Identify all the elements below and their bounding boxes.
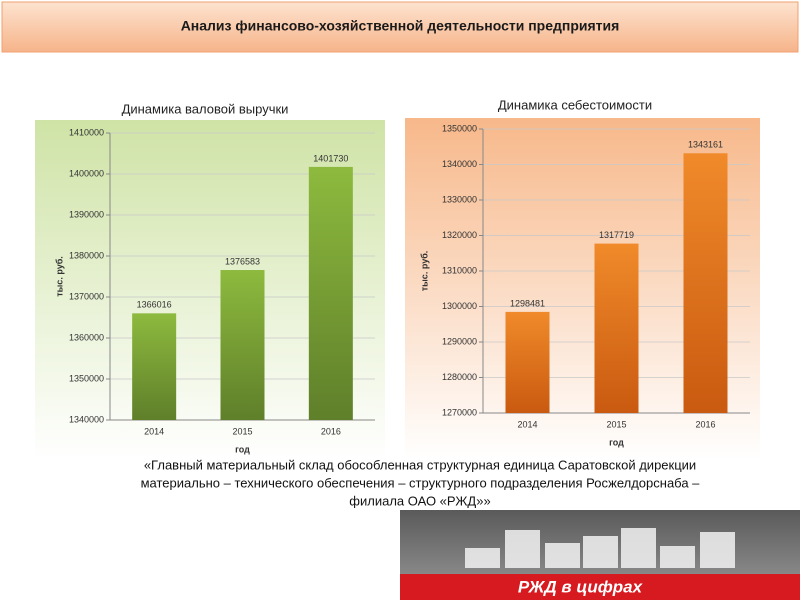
header-title: Анализ финансово-хозяйственной деятельно… [181, 18, 620, 34]
y-tick-label: 1270000 [442, 407, 477, 417]
bar [132, 313, 177, 420]
y-tick-label: 1370000 [69, 291, 104, 301]
y-axis-label: тыс. руб. [419, 251, 429, 292]
y-tick-label: 1350000 [69, 373, 104, 383]
bar [683, 153, 728, 413]
data-label: 1343161 [688, 140, 723, 150]
y-tick-label: 1380000 [69, 250, 104, 260]
bar [505, 311, 550, 413]
x-tick-label: 2014 [517, 419, 537, 429]
x-tick-label: 2015 [606, 419, 626, 429]
data-label: 1376583 [225, 256, 260, 266]
y-axis-label: тыс. руб. [54, 256, 64, 297]
y-tick-label: 1300000 [442, 301, 477, 311]
y-tick-label: 1320000 [442, 230, 477, 240]
y-tick-label: 1350000 [442, 123, 477, 133]
bar [220, 270, 265, 420]
x-tick-label: 2016 [695, 419, 715, 429]
data-label: 1401730 [313, 153, 348, 163]
y-tick-label: 1280000 [442, 372, 477, 382]
chart-title: Динамика себестоимости [498, 97, 652, 112]
data-label: 1298481 [510, 298, 545, 308]
banner-decoration [465, 528, 735, 568]
x-tick-label: 2014 [144, 426, 164, 436]
x-tick-label: 2016 [321, 426, 341, 436]
caption-line: «Главный материальный склад обособленная… [144, 457, 696, 472]
y-tick-label: 1400000 [69, 168, 104, 178]
data-label: 1317719 [599, 230, 634, 240]
y-tick-label: 1330000 [442, 194, 477, 204]
header-box [1, 1, 799, 53]
y-tick-label: 1360000 [69, 332, 104, 342]
y-tick-label: 1410000 [69, 127, 104, 137]
data-label: 1366016 [137, 300, 172, 310]
bar [594, 243, 639, 413]
caption-line: филиала ОАО «РЖД»» [349, 493, 490, 508]
x-tick-label: 2015 [232, 426, 252, 436]
y-tick-label: 1290000 [442, 336, 477, 346]
banner-stripe [400, 574, 800, 600]
y-tick-label: 1310000 [442, 265, 477, 275]
caption-line: материально – технического обеспечения –… [141, 475, 701, 490]
y-tick-label: 1340000 [69, 414, 104, 424]
y-tick-label: 1340000 [442, 159, 477, 169]
banner-title: РЖД в цифрах [518, 577, 644, 596]
chart-title: Динамика валовой выручки [122, 101, 289, 116]
x-axis-label: год [609, 437, 624, 447]
x-axis-label: год [235, 444, 250, 454]
bar [308, 166, 353, 420]
y-tick-label: 1390000 [69, 209, 104, 219]
